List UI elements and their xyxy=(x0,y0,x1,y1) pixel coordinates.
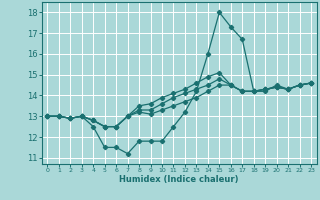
X-axis label: Humidex (Indice chaleur): Humidex (Indice chaleur) xyxy=(119,175,239,184)
